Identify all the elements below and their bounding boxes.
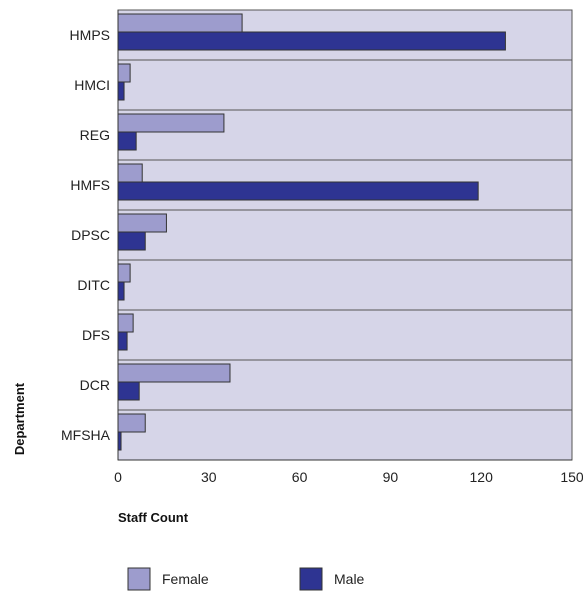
bar-female-mfsha [117, 413, 146, 433]
category-gridlines [118, 59, 572, 411]
y-axis-title: Department [12, 382, 27, 455]
x-tick-label-90: 90 [383, 469, 399, 485]
bar-female-dpsc [117, 213, 167, 233]
bar-female-reg [117, 113, 225, 133]
legend-label-male: Male [334, 571, 365, 587]
category-label-mfsha: MFSHA [61, 427, 111, 443]
x-tick-label-0: 0 [114, 469, 122, 485]
bar-male-reg [117, 131, 137, 151]
bar-male-hmci [117, 81, 125, 101]
bar-male-dpsc [117, 231, 146, 251]
category-label-dpsc: DPSC [71, 227, 110, 243]
bars-group [117, 13, 506, 451]
bar-female-dcr [117, 363, 231, 383]
bar-male-ditc [117, 281, 125, 301]
x-tick-label-60: 60 [292, 469, 308, 485]
x-tick-label-120: 120 [470, 469, 494, 485]
plot-background [117, 9, 573, 461]
legend-swatch-female [127, 567, 151, 591]
x-tick-label-30: 30 [201, 469, 217, 485]
bar-female-hmfs [117, 163, 143, 183]
category-label-dcr: DCR [80, 377, 110, 393]
bar-male-hmfs [117, 181, 479, 201]
legend: Female Male [127, 567, 365, 591]
category-label-ditc: DITC [77, 277, 110, 293]
bar-male-dfs [117, 331, 128, 351]
category-label-hmfs: HMFS [70, 177, 110, 193]
x-axis-title: Staff Count [118, 510, 189, 525]
x-tick-label-150: 150 [560, 469, 583, 485]
legend-label-female: Female [162, 571, 209, 587]
bar-female-dfs [117, 313, 134, 333]
legend-swatch-male [299, 567, 323, 591]
category-label-hmci: HMCI [74, 77, 110, 93]
category-label-hmps: HMPS [70, 27, 110, 43]
category-label-reg: REG [80, 127, 110, 143]
x-tick-labels: 0 30 60 90 120 150 [114, 469, 583, 485]
bar-male-hmps [117, 31, 506, 51]
category-label-dfs: DFS [82, 327, 110, 343]
bar-female-hmci [117, 63, 131, 83]
category-labels: HMPS HMCI REG HMFS DPSC DITC DFS DCR MFSHA [61, 27, 111, 443]
bar-male-dcr [117, 381, 140, 401]
bar-female-hmps [117, 13, 243, 33]
bar-female-ditc [117, 263, 131, 283]
